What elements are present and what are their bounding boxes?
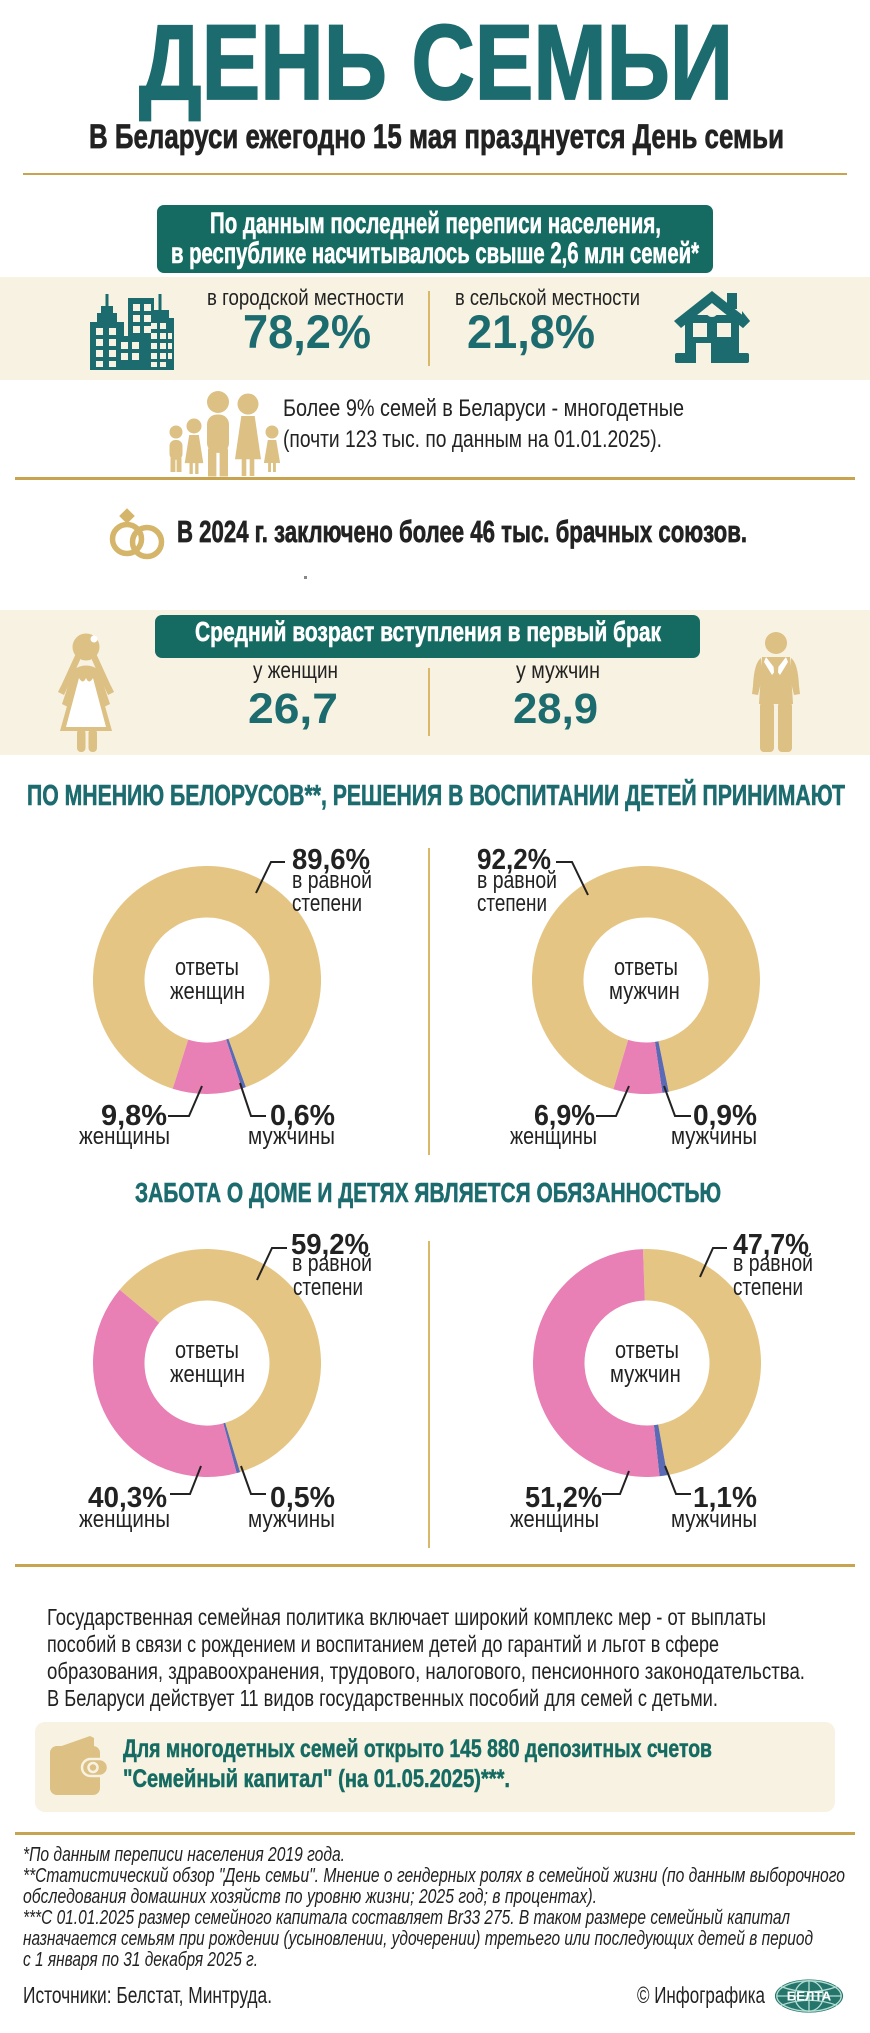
svg-text:БЕЛТА: БЕЛТА xyxy=(787,1989,832,2004)
